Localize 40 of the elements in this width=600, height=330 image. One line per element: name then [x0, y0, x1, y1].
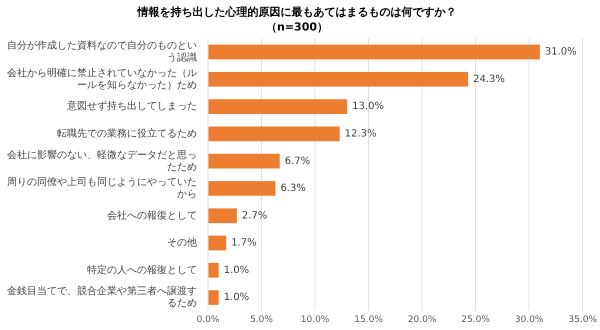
bar: [208, 208, 237, 224]
bar: [208, 236, 226, 250]
bar: [208, 290, 219, 305]
y-tick-label: 会社から明確に禁止されていなかった（ルールを知らなかった）ため: [7, 66, 197, 91]
data-label: 1.7%: [231, 238, 257, 249]
data-label: 6.3%: [280, 183, 306, 194]
bar: [208, 262, 219, 278]
chart-title: 情報を持ち出した心理的原因に最もあてはまるものは何ですか？: [136, 5, 456, 18]
y-tick-label: 転職先での業務に役立てるため: [57, 127, 197, 140]
data-label: 31.0%: [544, 46, 577, 58]
bar: [208, 154, 280, 169]
y-tick-label: 金銭目当てで、競合企業や第三者へ譲渡するため: [7, 285, 197, 310]
y-tick-label: 特定の人への報復として: [87, 264, 197, 276]
data-label: 1.0%: [224, 264, 250, 276]
y-tick-label: 意図せず持ち出してしまった: [66, 100, 197, 112]
x-tick-label: 10.0%: [300, 314, 330, 325]
data-label: 1.0%: [224, 292, 250, 304]
bar: [208, 44, 540, 60]
bar: [208, 181, 276, 196]
data-label: 6.7%: [284, 156, 310, 167]
bar: [208, 99, 348, 114]
bar: [208, 126, 340, 142]
x-tick-label: 25.0%: [461, 314, 490, 325]
data-label: 13.0%: [352, 101, 384, 112]
x-tick-label: 30.0%: [514, 314, 544, 325]
data-label: 12.3%: [344, 128, 376, 140]
data-label: 24.3%: [473, 74, 505, 85]
x-tick-label: 35.0%: [568, 314, 598, 325]
x-tick-label: 20.0%: [408, 314, 437, 325]
chart-subtitle: （n=300）: [266, 20, 328, 34]
bar: [208, 72, 468, 87]
y-tick-label: 会社への報復として: [107, 209, 197, 222]
y-tick-label: 会社に影響のない、軽微なデータだと思ったため: [7, 148, 197, 173]
y-tick-label: その他: [167, 236, 197, 249]
y-tick-label: 周りの同僚や上司も同じようにやっていたから: [7, 176, 197, 200]
x-tick-label: 0.0%: [196, 314, 220, 325]
x-tick-label: 5.0%: [250, 314, 274, 325]
x-tick-label: 15.0%: [354, 314, 384, 325]
y-tick-label: 自分が作成した資料なので自分のものという認識: [7, 40, 197, 64]
data-label: 2.7%: [242, 210, 268, 222]
